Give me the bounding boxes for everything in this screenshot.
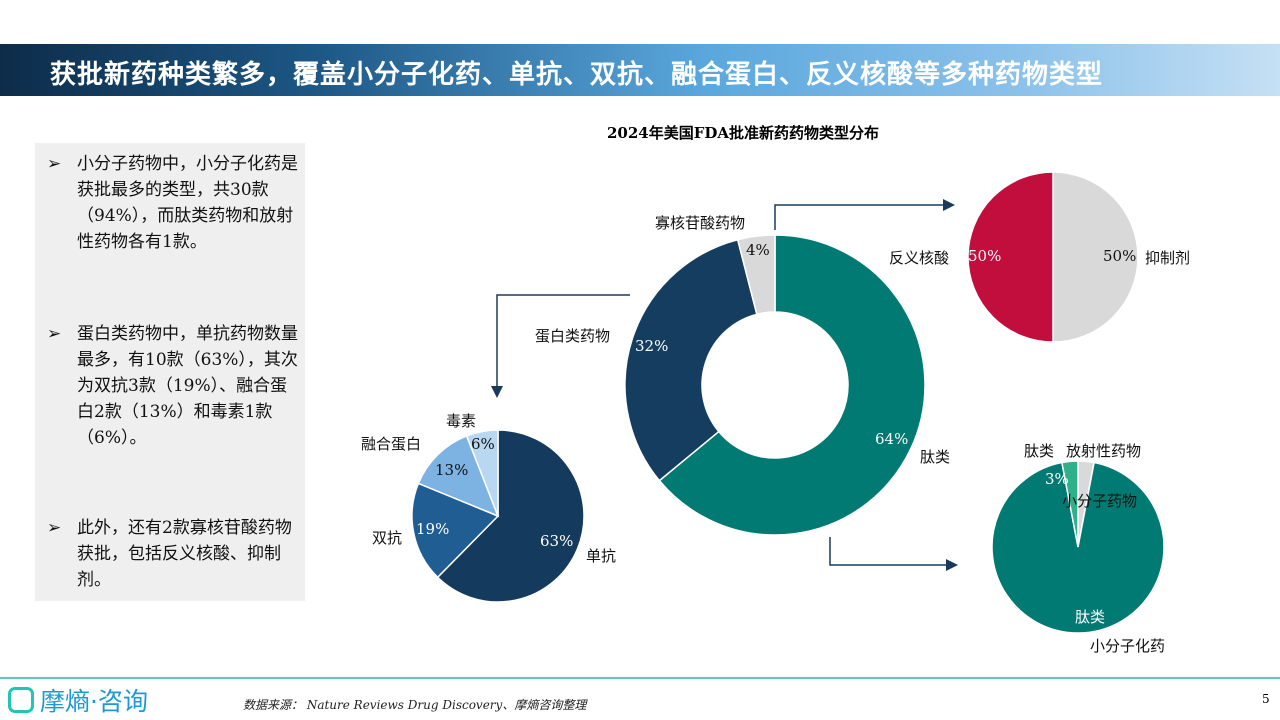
pie-slice-寡核苷酸药物 [736, 234, 776, 316]
connector-arrow [829, 537, 958, 571]
bullet-item: ➢ 小分子药物中，小分子化药是获批最多的类型，共30款（94%），而肽类药物和放射… [47, 151, 302, 255]
connector-arrow [774, 199, 955, 230]
pie-slice-小分子药物 [658, 234, 926, 536]
data-source: 数据来源： Nature Reviews Drug Discovery、摩熵咨询… [243, 698, 587, 712]
pie-slice-蛋白类药物 [624, 238, 758, 482]
arrow-bullet-icon: ➢ [47, 154, 62, 174]
company-logo: 摩熵·咨询 [8, 682, 148, 718]
data-label: 13% [435, 461, 469, 479]
slice-label: 单抗 [586, 547, 617, 565]
arrow-bullet-icon: ➢ [47, 518, 62, 538]
pie-slice-反义核酸 [967, 171, 1054, 343]
data-label: 64% [875, 430, 909, 448]
bullet-item: ➢ 此外，还有2款寡核苷酸药物获批，包括反义核酸、抑制剂。 [47, 515, 302, 593]
pie-slice-双抗 [411, 482, 500, 579]
connector-arrow [491, 294, 630, 398]
slice-label: 寡核苷酸药物 [655, 214, 746, 232]
footer-divider [0, 677, 1280, 679]
pie-slice-小分子化药 [991, 461, 1165, 634]
data-label: 6% [471, 435, 495, 453]
slice-label: 毒素 [446, 412, 477, 430]
slice-label: 放射性药物 [1066, 442, 1142, 460]
pie-slice-毒素 [465, 429, 499, 517]
slice-label: 蛋白类药物 [535, 327, 611, 345]
slice-label: 抑制剂 [1145, 249, 1191, 267]
slice-label: 肽类 [1024, 442, 1055, 460]
data-label: 3% [1045, 470, 1069, 488]
data-label: 肽类 [1075, 608, 1106, 626]
slice-label: 反义核酸 [889, 249, 950, 267]
bullet-item: ➢ 蛋白类药物中，单抗药物数量最多，有10款（63%），其次为双抗3款（19%）、… [47, 321, 302, 451]
data-label: 19% [416, 520, 450, 538]
pie-slice-肽类 [1061, 460, 1079, 548]
page-title: 获批新药种类繁多，覆盖小分子化药、单抗、双抗、融合蛋白、反义核酸等多种药物类型 [50, 60, 1104, 90]
data-label: 50% [968, 247, 1002, 265]
title-bar: 获批新药种类繁多，覆盖小分子化药、单抗、双抗、融合蛋白、反义核酸等多种药物类型 [0, 44, 1280, 96]
data-label: 4% [746, 241, 770, 259]
data-label: 小分子药物 [1062, 492, 1138, 510]
data-label: 63% [540, 532, 574, 550]
slice-label: 肽类 [920, 448, 951, 466]
data-label: 32% [635, 337, 669, 355]
slice-label: 融合蛋白 [361, 435, 422, 453]
logo-icon [8, 687, 34, 713]
page-number: 5 [1262, 692, 1270, 706]
data-label: 50% [1103, 247, 1137, 265]
chart-title: 2024年美国FDA批准新药药物类型分布 [607, 124, 880, 142]
pie-slice-抑制剂 [1052, 171, 1139, 343]
pie-slice-单抗 [436, 429, 585, 603]
summary-panel: ➢ 小分子药物中，小分子化药是获批最多的类型，共30款（94%），而肽类药物和放射… [35, 143, 305, 601]
arrow-bullet-icon: ➢ [47, 324, 62, 344]
slice-label: 双抗 [372, 529, 403, 547]
slice-label: 小分子化药 [1090, 637, 1166, 655]
pie-slice-融合蛋白 [417, 434, 500, 518]
